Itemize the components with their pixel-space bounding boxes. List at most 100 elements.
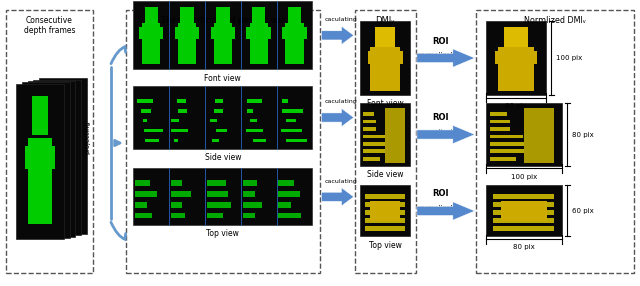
Bar bbox=[243, 191, 255, 197]
Bar bbox=[365, 194, 406, 199]
Bar bbox=[278, 213, 301, 218]
Bar bbox=[143, 119, 147, 122]
Bar bbox=[490, 112, 507, 116]
FancyArrow shape bbox=[321, 26, 354, 45]
Bar bbox=[141, 110, 151, 112]
Bar bbox=[145, 139, 159, 142]
Bar bbox=[493, 202, 554, 207]
Bar bbox=[216, 7, 230, 23]
Bar bbox=[171, 129, 188, 132]
Bar bbox=[355, 10, 415, 273]
Bar bbox=[368, 51, 403, 64]
Bar bbox=[385, 108, 406, 162]
Bar bbox=[360, 186, 410, 237]
Bar bbox=[493, 218, 554, 223]
Bar bbox=[177, 100, 186, 103]
Text: Side view: Side view bbox=[367, 170, 404, 179]
Bar bbox=[207, 213, 223, 218]
Text: ROI: ROI bbox=[432, 37, 448, 45]
Text: DMIᵥ: DMIᵥ bbox=[376, 15, 395, 25]
Bar bbox=[51, 133, 75, 219]
Bar bbox=[493, 210, 554, 215]
Bar bbox=[133, 1, 312, 69]
Bar bbox=[246, 129, 263, 132]
Bar bbox=[363, 150, 392, 153]
Bar bbox=[145, 7, 158, 23]
Bar bbox=[490, 134, 523, 138]
Bar bbox=[178, 110, 187, 112]
Bar bbox=[55, 91, 71, 130]
Bar bbox=[243, 180, 257, 186]
Bar bbox=[278, 180, 294, 186]
FancyArrow shape bbox=[417, 49, 475, 67]
Bar bbox=[490, 142, 527, 146]
Bar bbox=[243, 202, 262, 208]
Bar bbox=[363, 157, 380, 161]
Bar bbox=[278, 202, 291, 208]
Text: Three orthogonal projections: Three orthogonal projections bbox=[161, 15, 285, 25]
Text: Normlized DMIᵥ: Normlized DMIᵥ bbox=[524, 15, 586, 25]
Text: Top view: Top view bbox=[206, 229, 239, 239]
Text: normalization: normalization bbox=[416, 129, 464, 135]
Bar bbox=[28, 81, 76, 237]
Bar bbox=[207, 180, 226, 186]
Bar bbox=[172, 119, 179, 122]
Bar bbox=[281, 129, 302, 132]
Bar bbox=[207, 191, 228, 197]
Bar bbox=[36, 143, 67, 167]
Bar bbox=[28, 138, 52, 224]
Text: caculating: caculating bbox=[324, 179, 357, 184]
Bar bbox=[288, 7, 301, 23]
Bar bbox=[135, 213, 152, 218]
Bar bbox=[39, 78, 87, 234]
Bar bbox=[171, 191, 191, 197]
Bar bbox=[524, 108, 554, 162]
Bar bbox=[45, 134, 69, 220]
Bar bbox=[133, 168, 312, 225]
Bar bbox=[135, 191, 157, 197]
Bar bbox=[247, 110, 253, 112]
Bar bbox=[171, 180, 182, 186]
Text: normalization: normalization bbox=[416, 205, 464, 211]
Bar bbox=[44, 94, 60, 132]
Text: 80 pix: 80 pix bbox=[513, 245, 535, 251]
Bar bbox=[285, 23, 303, 64]
Bar bbox=[30, 144, 61, 168]
Bar bbox=[180, 7, 194, 23]
FancyArrow shape bbox=[321, 108, 354, 127]
Bar bbox=[212, 139, 219, 142]
Bar bbox=[286, 119, 296, 122]
Bar bbox=[135, 180, 150, 186]
Text: ROI: ROI bbox=[432, 190, 448, 198]
Bar bbox=[375, 27, 396, 47]
Bar bbox=[171, 202, 182, 208]
Bar bbox=[363, 134, 385, 138]
Bar bbox=[6, 10, 93, 273]
Bar bbox=[34, 137, 58, 223]
Bar bbox=[363, 112, 374, 116]
Bar bbox=[25, 146, 55, 169]
Bar bbox=[178, 23, 196, 64]
Text: Consecutive
depth frames: Consecutive depth frames bbox=[24, 15, 76, 35]
Bar bbox=[42, 142, 72, 165]
Bar bbox=[252, 7, 266, 23]
Bar bbox=[139, 27, 163, 39]
Bar bbox=[490, 157, 516, 161]
Bar bbox=[282, 27, 307, 39]
Bar bbox=[16, 84, 64, 239]
Text: Top view: Top view bbox=[369, 241, 402, 250]
Bar bbox=[250, 23, 268, 64]
Bar bbox=[360, 103, 410, 166]
Text: caculating: caculating bbox=[324, 100, 357, 104]
Bar bbox=[370, 201, 401, 221]
Bar bbox=[501, 201, 547, 221]
FancyArrow shape bbox=[417, 125, 475, 144]
Text: 100 pix: 100 pix bbox=[556, 55, 582, 61]
Text: Side view: Side view bbox=[205, 153, 241, 162]
Bar bbox=[363, 127, 376, 131]
Bar bbox=[135, 202, 147, 208]
Bar bbox=[175, 27, 199, 39]
Bar bbox=[486, 186, 562, 237]
Bar bbox=[33, 80, 81, 235]
Bar bbox=[365, 218, 406, 223]
